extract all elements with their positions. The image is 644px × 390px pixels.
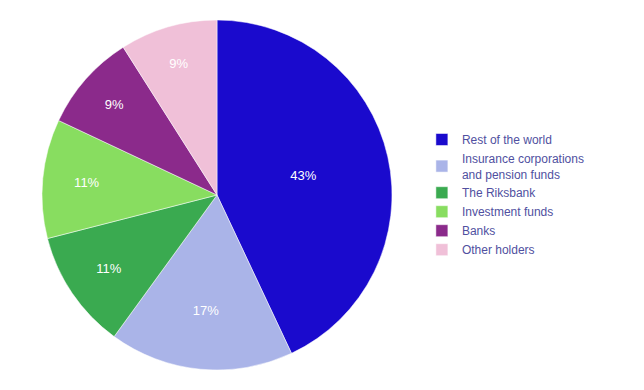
svg-text:Banks: Banks [462, 224, 495, 238]
svg-text:17%: 17% [193, 303, 219, 318]
svg-text:Other holders: Other holders [462, 243, 535, 257]
svg-text:The Riksbank: The Riksbank [462, 186, 536, 200]
svg-text:43%: 43% [290, 168, 316, 183]
svg-text:11%: 11% [74, 175, 99, 190]
svg-text:Rest of the world: Rest of the world [462, 133, 552, 147]
svg-text:Investment funds: Investment funds [462, 205, 553, 219]
svg-text:9%: 9% [105, 97, 124, 112]
svg-text:Insurance corporationsand pens: Insurance corporationsand pension funds [462, 152, 584, 182]
svg-text:11%: 11% [96, 261, 121, 276]
svg-text:9%: 9% [169, 56, 188, 71]
